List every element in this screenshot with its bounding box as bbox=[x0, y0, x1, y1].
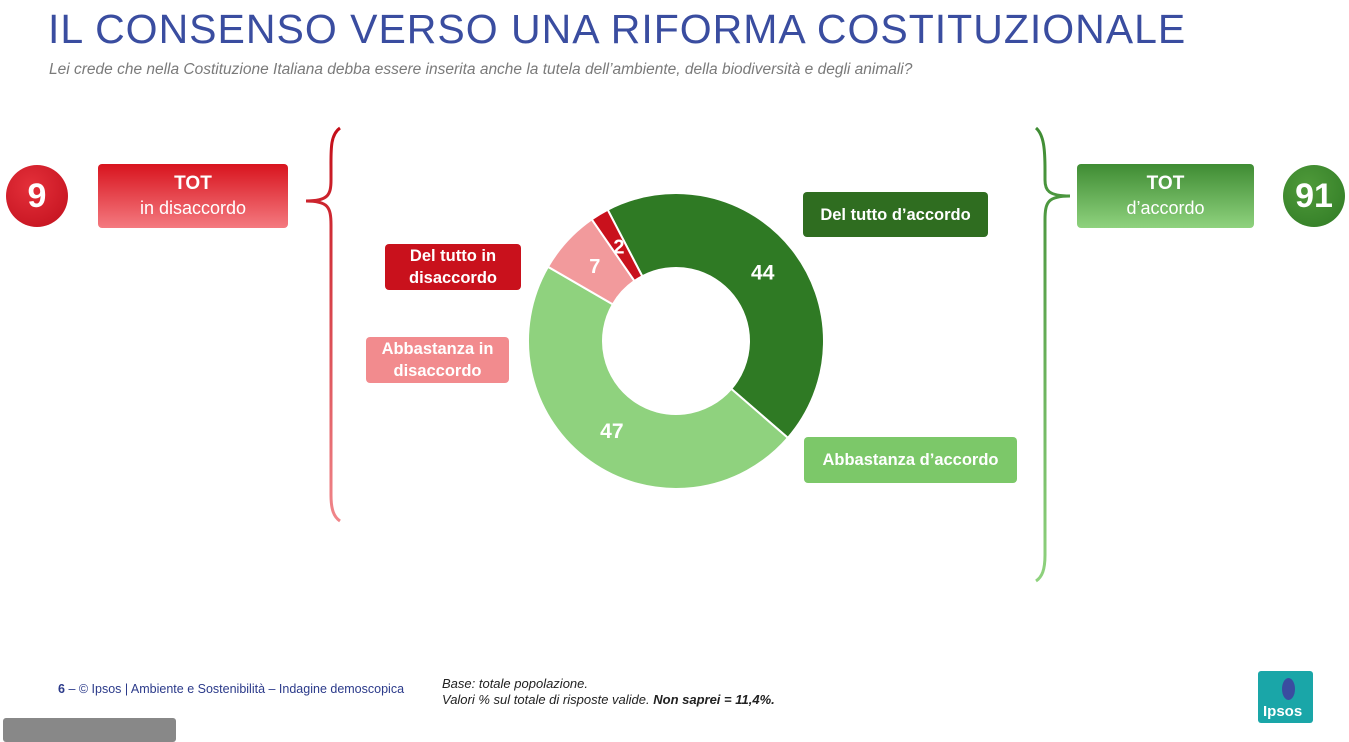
footer: 6 – © Ipsos | Ambiente e Sostenibilità –… bbox=[58, 682, 404, 696]
donut-slice bbox=[527, 265, 790, 490]
footer-text: – © Ipsos | Ambiente e Sostenibilità – I… bbox=[68, 682, 405, 696]
disagree-total-label-2: in disaccordo bbox=[139, 198, 247, 218]
donut-data-label: 2 bbox=[613, 236, 624, 258]
base-note: Base: totale popolazione. Valori % sul t… bbox=[442, 676, 775, 708]
disagree-total-box: TOT in disaccordo bbox=[98, 164, 288, 228]
page-indicator bbox=[3, 718, 176, 742]
page-title: IL CONSENSO VERSO UNA RIFORMA COSTITUZIO… bbox=[48, 6, 1187, 52]
agree-total-label-2: d’accordo bbox=[1126, 198, 1205, 218]
page-number: 6 bbox=[58, 682, 65, 696]
question-subtitle: Lei crede che nella Costituzione Italian… bbox=[49, 61, 913, 78]
agree-total-box: TOT d’accordo bbox=[1077, 164, 1254, 228]
donut-slice bbox=[606, 192, 825, 440]
label-del-tutto-accordo: Del tutto d’accordo bbox=[803, 192, 988, 237]
label-abbastanza-disaccordo: Abbastanza in disaccordo bbox=[366, 337, 509, 383]
left-brace bbox=[305, 126, 341, 523]
ipsos-logo: Ipsos bbox=[1258, 671, 1313, 723]
donut-data-label: 47 bbox=[600, 420, 623, 443]
agree-total-label-1: TOT bbox=[1146, 173, 1185, 194]
agree-total-value: 91 bbox=[1283, 165, 1345, 227]
label-del-tutto-disaccordo: Del tutto in disaccordo bbox=[385, 244, 521, 290]
disagree-total-value: 9 bbox=[6, 165, 68, 227]
base-note-line2: Valori % sul totale di risposte valide. bbox=[442, 692, 654, 707]
logo-mark-icon bbox=[1282, 678, 1295, 700]
base-note-line1: Base: totale popolazione. bbox=[442, 676, 588, 691]
donut-data-label: 44 bbox=[751, 262, 775, 285]
right-brace bbox=[1034, 126, 1071, 583]
donut-data-label: 7 bbox=[589, 256, 600, 278]
logo-text: Ipsos bbox=[1263, 703, 1303, 720]
disagree-total-label-1: TOT bbox=[174, 173, 212, 194]
base-note-bold: Non saprei = 11,4%. bbox=[653, 692, 775, 707]
label-abbastanza-accordo: Abbastanza d’accordo bbox=[804, 437, 1017, 483]
donut-slice bbox=[590, 208, 644, 283]
